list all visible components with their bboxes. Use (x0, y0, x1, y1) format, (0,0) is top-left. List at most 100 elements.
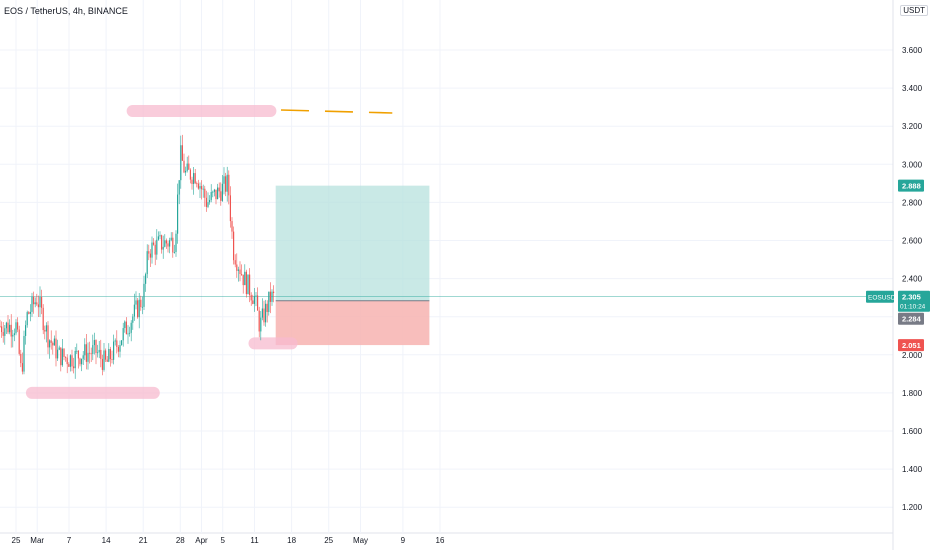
candle-body (132, 316, 134, 323)
candle-body (36, 302, 38, 305)
candle-body (194, 173, 196, 184)
time-axis[interactable]: 25 Mar 7 14 21 28 Apr 5 11 18 25 May 9 16 (12, 536, 445, 545)
candle-body (135, 300, 137, 305)
candle-body (231, 221, 233, 232)
candle-body (157, 236, 159, 240)
candle-body (146, 251, 148, 275)
candle-body (173, 251, 175, 253)
candle-body (151, 242, 153, 258)
candle-body (205, 197, 207, 207)
candle-body (52, 342, 54, 346)
candle-body (114, 340, 116, 342)
candle-body (260, 317, 262, 332)
x-tick-label: 7 (67, 536, 72, 545)
candle-body (39, 297, 41, 308)
candle-body (23, 335, 25, 372)
target-price-label: 2.888 (902, 182, 921, 191)
candle-body (186, 163, 188, 171)
candle-body (95, 340, 97, 353)
symbol-badge: EOSUSDT (868, 295, 899, 302)
candle-body (225, 176, 227, 192)
candle-body (18, 329, 20, 354)
candle-body (58, 347, 60, 350)
candle-body (149, 253, 151, 258)
candle-body (10, 324, 12, 337)
x-tick-label: 11 (250, 536, 259, 545)
x-tick-label: 9 (401, 536, 406, 545)
candle-body (53, 338, 55, 346)
candle-body (218, 187, 220, 192)
candle-body (82, 355, 84, 359)
candle-body (7, 322, 9, 333)
last-price-box (898, 290, 930, 312)
candle-body (76, 350, 78, 352)
candle-body (161, 235, 163, 250)
candle-body (188, 163, 190, 170)
y-tick-label: 3.400 (902, 84, 923, 93)
candle-body (241, 274, 243, 275)
profit-zone (275, 185, 430, 301)
candle-body (25, 325, 27, 336)
candle-body (201, 186, 203, 190)
candle-body (15, 322, 17, 334)
target-price-label-bg (898, 179, 924, 192)
y-tick-label: 1.400 (902, 465, 923, 474)
candle-body (148, 251, 150, 254)
candle-body (74, 350, 76, 369)
candle-body (180, 145, 182, 181)
candle-body (269, 291, 271, 302)
x-tick-label: 18 (287, 536, 296, 545)
candle-body (129, 332, 131, 334)
candle-body (116, 340, 118, 347)
currency-unit-button[interactable]: USDT (900, 5, 928, 16)
candle-body (66, 357, 68, 365)
candle-body (106, 359, 108, 362)
candle-body (125, 321, 127, 335)
candle-body (202, 188, 204, 190)
candle-body (55, 338, 57, 359)
candle-body (266, 303, 268, 312)
candle-body (100, 349, 102, 359)
candle-body (213, 189, 215, 192)
candle-body (137, 300, 139, 318)
candle-body (109, 348, 111, 360)
candle-body (57, 349, 59, 359)
x-tick-label: 5 (220, 536, 225, 545)
candle-body (258, 310, 260, 332)
candle-body (13, 333, 15, 335)
candle-body (31, 296, 33, 312)
candle-body (236, 264, 238, 271)
candle-body (223, 176, 225, 184)
candle-body (217, 187, 219, 200)
candle-body (212, 191, 214, 193)
x-tick-label: May (353, 536, 368, 545)
candle-body (81, 358, 83, 365)
x-tick-label: 16 (436, 536, 445, 545)
stop-price-label: 2.051 (902, 341, 921, 350)
candle-body (242, 274, 244, 286)
grid-lines (0, 0, 894, 550)
stop-price-label-bg (898, 339, 924, 352)
y-tick-label: 1.800 (902, 389, 923, 398)
candle-body (113, 341, 115, 360)
candle-body (68, 364, 70, 367)
candle-body (226, 174, 228, 192)
candle-body (159, 235, 161, 237)
candle-body (145, 274, 147, 284)
candle-body (1, 326, 3, 333)
candle-body (247, 274, 249, 295)
candle-body (191, 179, 193, 184)
highlight-marks (25, 104, 393, 399)
candle-body (9, 324, 11, 333)
candle-body (237, 269, 239, 271)
candle-body (5, 322, 7, 329)
candle-body (85, 344, 87, 362)
x-tick-label: 25 (12, 536, 21, 545)
candle-body (26, 312, 28, 326)
price-axis[interactable]: 3.6003.4003.2003.0002.8002.6002.4002.200… (902, 6, 923, 512)
y-tick-label: 2.600 (902, 237, 923, 246)
candle-body (105, 350, 107, 360)
candle-body (233, 231, 235, 261)
candle-body (119, 345, 121, 352)
